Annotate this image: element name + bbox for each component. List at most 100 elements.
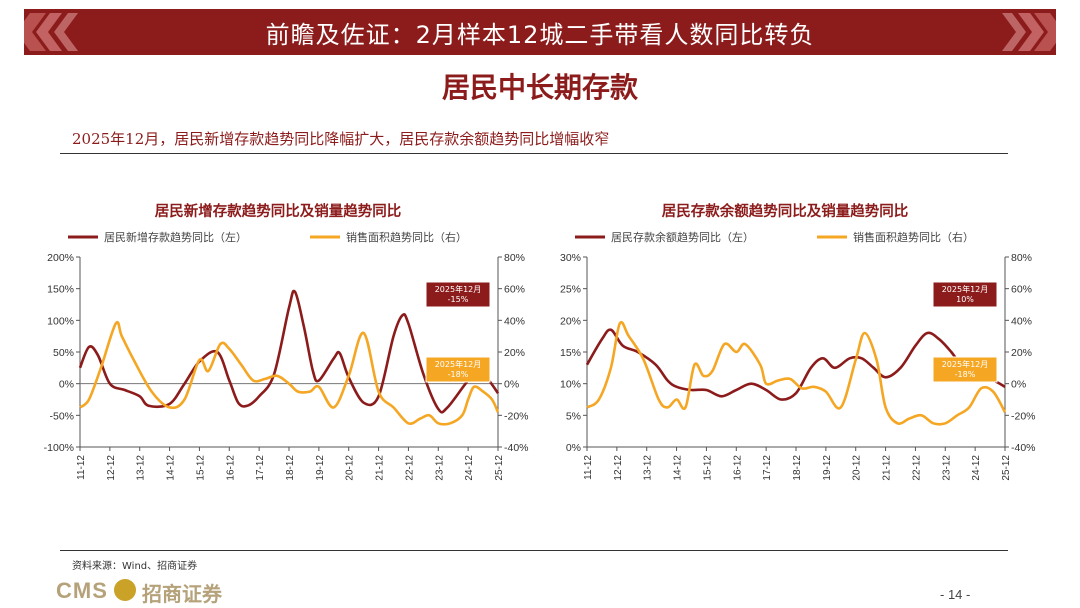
callout-label: 2025年12月-18%: [425, 356, 491, 383]
y-tick-label-right: 40%: [504, 315, 525, 327]
y-tick-label-left: 30%: [560, 252, 581, 264]
chevron-right-decoration-icon: [1002, 13, 1056, 51]
y-tick-label-left: -100%: [44, 442, 74, 454]
callout-text: -18%: [955, 370, 976, 379]
x-tick-label: 21-12: [375, 455, 386, 481]
x-tick-label: 14-12: [166, 455, 177, 481]
chart-title: 居民存款余额趋势同比及销量趋势同比: [662, 202, 909, 220]
x-tick-label: 18-12: [792, 455, 803, 481]
y-tick-label-right: -40%: [1011, 442, 1036, 454]
y-tick-label-left: 100%: [47, 315, 74, 327]
x-tick-label: 13-12: [643, 455, 654, 481]
series-line: [78, 289, 500, 414]
y-tick-label-right: 80%: [504, 252, 525, 264]
x-tick-label: 12-12: [613, 455, 624, 481]
callout-text: -15%: [448, 295, 469, 304]
section-subtitle: 居民中长期存款: [441, 71, 638, 104]
x-tick-label: 22-12: [911, 455, 922, 481]
x-tick-label: 21-12: [882, 455, 893, 481]
logo-chinese: 招商证券: [142, 582, 222, 606]
title-banner: 前瞻及佐证：2月样本12城二手带看人数同比转负: [24, 9, 1056, 55]
x-tick-label: 12-12: [106, 455, 117, 481]
x-tick-label: 11-12: [76, 455, 87, 480]
x-tick-label: 24-12: [464, 455, 475, 481]
legend-label: 居民存款余额趋势同比（左）: [611, 230, 754, 244]
x-tick-label: 19-12: [315, 455, 326, 481]
callout-box: [932, 356, 998, 383]
x-tick-label: 15-12: [702, 455, 713, 481]
x-tick-label: 19-12: [822, 455, 833, 481]
y-tick-label-right: -40%: [504, 442, 529, 454]
y-tick-label-right: 80%: [1011, 252, 1032, 264]
x-tick-label: 23-12: [434, 455, 445, 481]
y-tick-label-left: 20%: [560, 315, 581, 327]
x-tick-label: 22-12: [404, 455, 415, 481]
y-tick-label-left: 10%: [560, 379, 581, 391]
y-tick-label-right: 60%: [504, 284, 525, 296]
logo-emblem-icon: [114, 579, 136, 601]
series-line: [585, 328, 1006, 401]
x-tick-label: 17-12: [255, 455, 266, 481]
source-note: 资料来源：Wind、招商证券: [72, 561, 198, 572]
y-tick-label-left: 5%: [566, 410, 581, 422]
y-tick-label-right: 20%: [1011, 347, 1032, 359]
y-tick-label-right: 60%: [1011, 284, 1032, 296]
x-tick-label: 25-12: [1001, 455, 1012, 481]
company-logo: CMS 招商证券: [56, 576, 236, 606]
callout-text: -18%: [448, 370, 469, 379]
x-tick-label: 16-12: [225, 455, 236, 481]
x-tick-label: 16-12: [732, 455, 743, 481]
y-tick-label-right: -20%: [1011, 410, 1036, 422]
banner-title: 前瞻及佐证：2月样本12城二手带看人数同比转负: [265, 21, 815, 49]
callout-label: 2025年12月-18%: [932, 356, 998, 383]
y-tick-label-left: -50%: [49, 410, 74, 422]
legend-label: 居民新增存款趋势同比（左）: [104, 230, 247, 244]
chart-title: 居民新增存款趋势同比及销量趋势同比: [155, 202, 402, 220]
callout-text: 2025年12月: [942, 359, 989, 369]
y-tick-label-left: 200%: [47, 252, 74, 264]
series-line: [79, 320, 500, 426]
callout-text: 2025年12月: [435, 284, 482, 294]
x-tick-label: 17-12: [762, 455, 773, 481]
logo-latin: CMS: [56, 578, 108, 603]
x-tick-label: 20-12: [345, 455, 356, 481]
series-line: [586, 320, 1007, 426]
x-tick-label: 25-12: [494, 455, 505, 481]
y-tick-label-right: 0%: [1011, 379, 1026, 391]
y-tick-label-left: 0%: [566, 442, 581, 454]
chevron-left-decoration-icon: [24, 13, 78, 51]
x-tick-label: 18-12: [285, 455, 296, 481]
x-tick-label: 13-12: [136, 455, 147, 481]
page-number: - 14 -: [940, 587, 971, 602]
y-tick-label-left: 0%: [59, 379, 74, 391]
y-tick-label-right: -20%: [504, 410, 529, 422]
callout-text: 10%: [956, 295, 974, 304]
y-tick-label-right: 20%: [504, 347, 525, 359]
divider-top: [60, 153, 1008, 154]
x-tick-label: 15-12: [195, 455, 206, 481]
callout-label: 2025年12月-15%: [425, 281, 491, 308]
summary-text: 2025年12月，居民新增存款趋势同比降幅扩大，居民存款余额趋势同比增幅收窄: [72, 130, 610, 148]
x-tick-label: 11-12: [583, 455, 594, 480]
y-tick-label-right: 0%: [504, 379, 519, 391]
y-tick-label-right: 40%: [1011, 315, 1032, 327]
legend-label: 销售面积趋势同比（右）: [346, 230, 467, 244]
x-tick-label: 24-12: [971, 455, 982, 481]
x-tick-label: 23-12: [941, 455, 952, 481]
callout-text: 2025年12月: [942, 284, 989, 294]
callout-text: 2025年12月: [435, 359, 482, 369]
y-tick-label-left: 25%: [560, 284, 581, 296]
callout-box: [425, 281, 491, 308]
y-tick-label-left: 15%: [560, 347, 581, 359]
divider-bottom: [60, 550, 1008, 551]
callout-box: [425, 356, 491, 383]
callout-box: [932, 281, 998, 308]
y-tick-label-left: 150%: [47, 284, 74, 296]
x-tick-label: 20-12: [852, 455, 863, 481]
legend-label: 销售面积趋势同比（右）: [853, 230, 974, 244]
x-tick-label: 14-12: [673, 455, 684, 481]
y-tick-label-left: 50%: [53, 347, 74, 359]
